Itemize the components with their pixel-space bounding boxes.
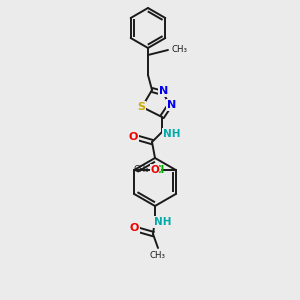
Text: S: S (137, 102, 145, 112)
Text: NH: NH (154, 217, 172, 227)
Text: N: N (159, 86, 169, 96)
Text: N: N (167, 100, 177, 110)
Text: CH₃: CH₃ (150, 251, 166, 260)
Text: O: O (150, 165, 159, 175)
Text: NH: NH (163, 129, 181, 139)
Text: O: O (129, 223, 139, 233)
Text: CH₃: CH₃ (171, 46, 187, 55)
Text: O: O (128, 132, 138, 142)
Text: Cl: Cl (153, 165, 164, 175)
Text: CH₃: CH₃ (133, 166, 149, 175)
